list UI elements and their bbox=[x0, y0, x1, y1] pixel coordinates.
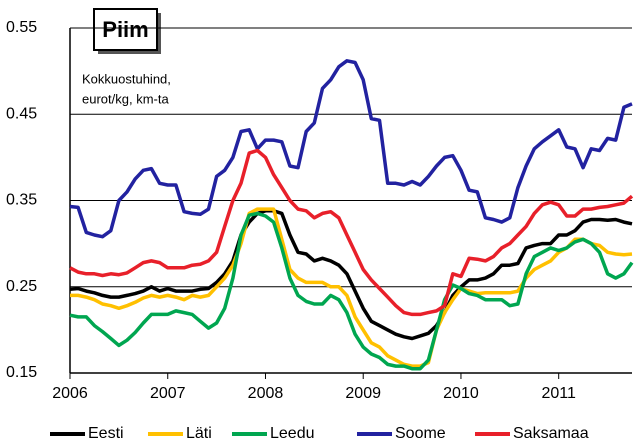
y-tick-label: 0.55 bbox=[6, 19, 37, 36]
legend-label: Saksamaa bbox=[513, 425, 589, 442]
x-tick-label: 2010 bbox=[443, 385, 479, 402]
x-tick-label: 2009 bbox=[345, 385, 381, 402]
x-tick-label: 2011 bbox=[541, 385, 576, 402]
series-line bbox=[70, 207, 633, 368]
series-line bbox=[69, 59, 633, 239]
subtitle: Kokkuostuhind, bbox=[82, 71, 171, 86]
y-tick-label: 0.45 bbox=[6, 105, 37, 122]
subtitle: eurot/kg, km-ta bbox=[82, 91, 169, 106]
y-tick-label: 0.35 bbox=[6, 192, 37, 209]
title-box bbox=[93, 8, 158, 51]
legend-label: Leedu bbox=[270, 425, 315, 442]
x-tick-label: 2008 bbox=[248, 385, 284, 402]
legend-label: Eesti bbox=[88, 425, 124, 442]
series-line bbox=[69, 148, 634, 317]
chart-title: Piim bbox=[102, 17, 148, 42]
y-tick-label: 0.25 bbox=[6, 278, 37, 295]
legend-label: Soome bbox=[395, 425, 446, 442]
legend-label: Läti bbox=[186, 425, 212, 442]
x-tick-label: 2006 bbox=[52, 385, 88, 402]
series-line bbox=[69, 209, 633, 341]
y-tick-label: 0.15 bbox=[6, 364, 37, 381]
series-line bbox=[69, 211, 634, 371]
x-tick-label: 2007 bbox=[150, 385, 186, 402]
